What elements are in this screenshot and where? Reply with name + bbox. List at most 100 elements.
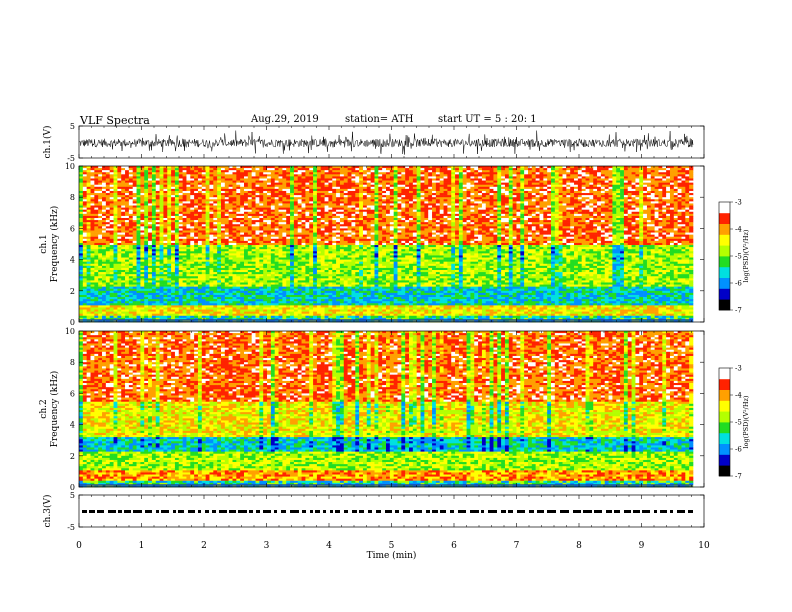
ch1-spectrogram-cell (209, 183, 213, 185)
ch1-spectrogram-cell (167, 260, 171, 262)
ch1-spectrogram-cell (209, 293, 213, 295)
ch1-spectrogram-cell (321, 297, 325, 299)
ch1-spectrogram-cell (79, 251, 83, 253)
ch1-spectrogram-cell (190, 264, 194, 266)
ch1-spectrogram-cell (290, 212, 294, 214)
ch1-spectrogram-cell (186, 305, 190, 307)
ch1-spectrogram-cell (225, 253, 229, 255)
ch1-spectrogram-cell (110, 297, 114, 299)
ch1-spectrogram-cell (325, 301, 329, 303)
ch1-spectrogram-cell (183, 255, 187, 257)
ch1-spectrogram-cell (125, 210, 129, 212)
ch1-spectrogram-cell (106, 218, 110, 220)
ch1-spectrogram-cell (244, 174, 248, 176)
ch1-spectrogram-cell (305, 264, 309, 266)
ch1-spectrogram-cell (206, 258, 210, 260)
ch1-spectrogram-cell (271, 297, 275, 299)
ch1-spectrogram-cell (183, 189, 187, 191)
ch1-spectrogram-cell (91, 249, 95, 251)
ch1-spectrogram-cell (140, 280, 144, 282)
ch1-spectrogram-cell (175, 295, 179, 297)
ch1-spectrogram-cell (183, 274, 187, 276)
ch1-spectrogram-cell (275, 262, 279, 264)
ch1-spectrogram-cell (171, 270, 175, 272)
ch1-spectrogram-cell (156, 220, 160, 222)
ch1-spectrogram-cell (221, 222, 225, 224)
ch1-spectrogram-cell (325, 187, 329, 189)
ch1-spectrogram-cell (183, 251, 187, 253)
ch1-spectrogram-cell (233, 224, 237, 226)
ch1-spectrogram-cell (121, 282, 125, 284)
ch1-spectrogram-cell (156, 301, 160, 303)
ch1-spectrogram-cell (79, 297, 83, 299)
ch1-spectrogram-cell (125, 262, 129, 264)
ch1-spectrogram-cell (137, 195, 141, 197)
ch1-spectrogram-cell (282, 201, 286, 203)
ch1-spectrogram-cell (160, 251, 164, 253)
ch1-spectrogram-cell (298, 303, 302, 305)
ch1-spectrogram-cell (167, 241, 171, 243)
ch1-spectrogram-cell (313, 253, 317, 255)
ch1-spectrogram-cell (152, 191, 156, 193)
ch1-spectrogram-cell (156, 247, 160, 249)
ch1-spectrogram-cell (321, 183, 325, 185)
ch1-spectrogram-cell (106, 241, 110, 243)
ch1-spectrogram-cell (171, 245, 175, 247)
ch1-spectrogram-cell (275, 260, 279, 262)
ch1-spectrogram-cell (114, 208, 118, 210)
ch1-spectrogram-cell (140, 312, 144, 314)
ch1-spectrogram-cell (229, 166, 233, 168)
ch1-spectrogram-cell (163, 307, 167, 309)
ch1-spectrogram-cell (140, 166, 144, 168)
ch1-spectrogram-cell (148, 224, 152, 226)
ch1-spectrogram-cell (233, 206, 237, 208)
ch1-spectrogram-cell (271, 197, 275, 199)
ch1-spectrogram-cell (171, 195, 175, 197)
ch1-spectrogram-cell (298, 255, 302, 257)
ch1-spectrogram-cell (114, 247, 118, 249)
ch1-spectrogram-cell (152, 216, 156, 218)
ch1-spectrogram-cell (213, 278, 217, 280)
ch1-spectrogram-cell (167, 310, 171, 312)
ch1-spectrogram-cell (175, 264, 179, 266)
ch1-spectrogram-cell (259, 222, 263, 224)
ch1-spectrogram-cell (213, 293, 217, 295)
ch1-spectrogram-cell (160, 172, 164, 174)
ch1-spectrogram-cell (217, 280, 221, 282)
ch1-spectrogram-cell (106, 210, 110, 212)
ch1-spectrogram-cell (317, 312, 321, 314)
ch1-spectrogram-cell (209, 166, 213, 168)
ch1-spectrogram-cell (110, 237, 114, 239)
ch1-spectrogram-cell (282, 291, 286, 293)
ch1-spectrogram-cell (248, 178, 252, 180)
ch1-spectrogram-cell (91, 264, 95, 266)
ch1-spectrogram-cell (91, 210, 95, 212)
ch1-spectrogram-cell (175, 276, 179, 278)
ch1-spectrogram-cell (267, 282, 271, 284)
ch1-spectrogram-cell (294, 299, 298, 301)
ch1-spectrogram-cell (271, 195, 275, 197)
ch1-spectrogram-cell (302, 287, 306, 289)
ch1-spectrogram-cell (256, 237, 260, 239)
ch1-spectrogram-cell (121, 222, 125, 224)
ch1-spectrogram-cell (91, 312, 95, 314)
ch1-spectrogram-cell (290, 235, 294, 237)
ch1-spectrogram-cell (325, 316, 329, 318)
ch1-spectrogram-cell (198, 260, 202, 262)
ch1-spectrogram-cell (175, 251, 179, 253)
ch1-spectrogram-cell (148, 181, 152, 183)
ch1-spectrogram-cell (179, 172, 183, 174)
ch1-spectrogram-cell (256, 301, 260, 303)
ch1-spectrogram-cell (263, 243, 267, 245)
ch1-spectrogram-cell (263, 172, 267, 174)
ch1-spectrogram-cell (271, 228, 275, 230)
ch1-spectrogram-cell (121, 268, 125, 270)
ch1-spectrogram-cell (186, 201, 190, 203)
ch1-spectrogram-cell (302, 224, 306, 226)
ch1-spectrogram-cell (152, 178, 156, 180)
ch1-spectrogram-cell (106, 282, 110, 284)
ch1-spectrogram-cell (325, 166, 329, 168)
ch1-spectrogram-cell (175, 245, 179, 247)
ch1-spectrogram-cell (167, 282, 171, 284)
ch1-spectrogram-cell (321, 176, 325, 178)
